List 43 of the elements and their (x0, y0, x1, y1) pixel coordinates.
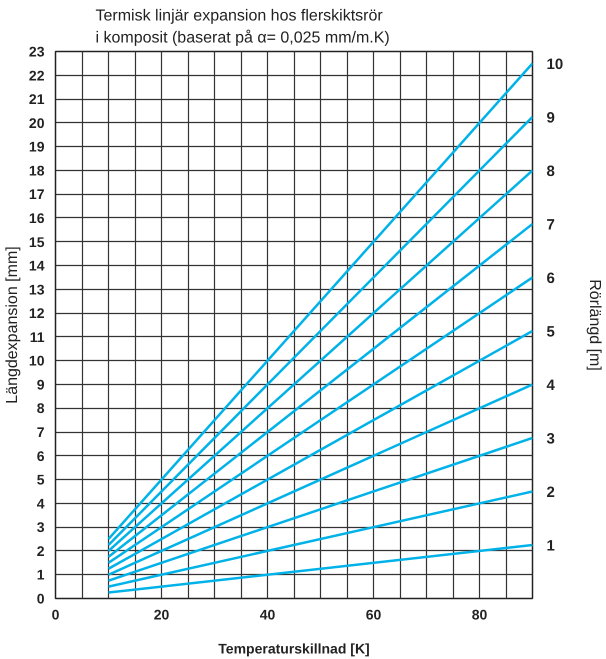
series-label: 2 (546, 484, 555, 501)
series-label: 10 (546, 56, 564, 73)
series-label: 3 (546, 430, 555, 448)
x-tick-label: 20 (154, 606, 170, 622)
series-label: 8 (546, 162, 555, 180)
y-tick-label: 13 (28, 281, 45, 298)
y-tick-label: 12 (28, 305, 45, 322)
series-label: 4 (546, 376, 556, 394)
y-tick-label: 0 (36, 590, 45, 606)
y-tick-label: 18 (28, 162, 45, 178)
y2-axis-title: Rörlängd [m] (586, 279, 604, 371)
series-label: 6 (546, 270, 555, 287)
y-tick-label: 11 (30, 328, 45, 345)
x-tick-label: 0 (52, 606, 60, 622)
y-tick-label: 22 (28, 67, 45, 84)
y-tick-label: 10 (28, 352, 45, 369)
y-tick-label: 16 (28, 210, 45, 226)
y-tick-label: 6 (36, 448, 45, 464)
series-label: 7 (546, 216, 555, 234)
series-label: 1 (546, 537, 555, 554)
y-tick-label: 17 (28, 186, 45, 202)
y-tick-label: 23 (28, 44, 45, 60)
y-tick-label: 19 (28, 138, 45, 155)
x-tick-label: 60 (366, 606, 382, 622)
y-tick-label: 4 (36, 495, 45, 512)
series-label: 5 (546, 323, 555, 340)
y-tick-label: 15 (28, 234, 45, 250)
y-tick-label: 2 (36, 542, 45, 559)
y-tick-label: 14 (28, 258, 45, 274)
y-tick-label: 5 (36, 472, 45, 488)
series-label: 9 (546, 109, 555, 126)
chart-title: Termisk linjär expansion hos flerskiktsrör i komposit (baserat på α= 0,025 mm/m.K) (96, 7, 390, 46)
x-tick-label: 80 (472, 606, 488, 622)
x-axis-title: Temperaturskillnad [K] (218, 640, 370, 656)
x-tick-label: 40 (260, 606, 276, 622)
y-tick-label: 1 (36, 566, 45, 583)
y-tick-label: 21 (28, 91, 45, 108)
y-axis-title: Längdexpansion [mm] (4, 246, 21, 404)
y-tick-label: 7 (36, 424, 45, 440)
y-tick-label: 9 (36, 376, 45, 392)
y-tick-label: 3 (36, 519, 45, 536)
y-tick-label: 20 (28, 114, 45, 131)
y-tick-label: 8 (36, 400, 45, 416)
